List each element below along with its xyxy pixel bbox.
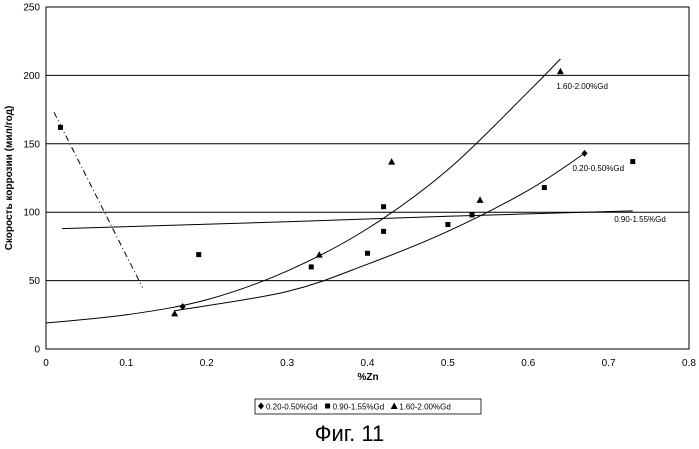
y-tick-label: 100: [23, 208, 40, 219]
x-tick-label: 0.5: [441, 358, 455, 369]
legend-label: 0.20-0.50%Gd: [266, 403, 318, 412]
x-tick-label: 0.2: [200, 358, 214, 369]
x-tick-label: 0: [43, 358, 49, 369]
square-point: [630, 159, 635, 164]
legend-label: 1.60-2.00%Gd: [399, 403, 451, 412]
x-tick-label: 0.3: [280, 358, 294, 369]
curve-label: 0.20-0.50%Gd: [572, 164, 624, 173]
square-point: [381, 229, 386, 234]
y-tick-label: 50: [29, 276, 41, 287]
plot-area: [46, 7, 689, 349]
x-tick-label: 0.8: [682, 358, 696, 369]
y-tick-label: 0: [34, 345, 40, 356]
legend: 0.20-0.50%Gd 0.90-1.55%Gd 1.60-2.00%Gd: [255, 399, 481, 414]
chart: 0 0.1 0.2 0.3 0.4 0.5 0.6 0.7 0.8 0 50 100 150 200 25…: [0, 0, 699, 420]
y-tick-label: 150: [23, 139, 40, 150]
x-tick-labels: 0 0.1 0.2 0.3 0.4 0.5 0.6 0.7 0.8: [43, 358, 696, 369]
x-tick-label: 0.6: [521, 358, 535, 369]
square-point: [309, 264, 314, 269]
x-tick-label: 0.1: [119, 358, 133, 369]
figure-caption: Фиг. 11: [0, 421, 699, 447]
square-point: [58, 125, 63, 130]
square-point: [381, 204, 386, 209]
x-tick-label: 0.4: [361, 358, 375, 369]
y-tick-labels: 0 50 100 150 200 250: [23, 3, 40, 356]
x-axis-label: %Zn: [357, 372, 378, 383]
square-point: [542, 185, 547, 190]
y-tick-label: 250: [23, 3, 40, 14]
square-point: [469, 212, 474, 217]
curve-label: 1.60-2.00%Gd: [556, 82, 608, 91]
square-point: [365, 251, 370, 256]
square-point: [445, 222, 450, 227]
y-axis-label: Скорость коррозии (мил/год): [4, 106, 15, 251]
square-point: [196, 252, 201, 257]
x-tick-label: 0.7: [602, 358, 616, 369]
legend-label: 0.90-1.55%Gd: [333, 403, 385, 412]
y-tick-label: 200: [23, 71, 40, 82]
legend-marker: [325, 404, 330, 409]
curve-label: 0.90-1.55%Gd: [614, 215, 666, 224]
